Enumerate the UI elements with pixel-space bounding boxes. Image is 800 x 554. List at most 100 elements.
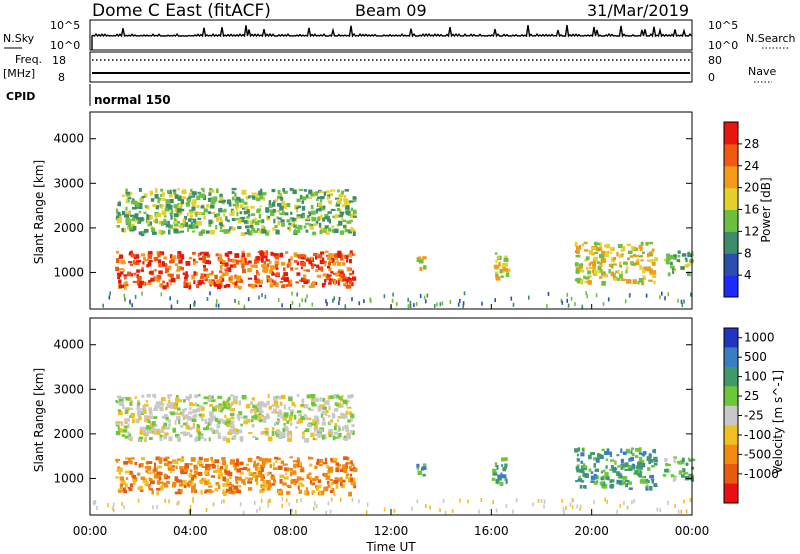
colorbar-segment <box>724 366 738 387</box>
echo-cell <box>142 261 145 265</box>
echo-cell <box>224 252 229 257</box>
echo-cell <box>208 192 212 196</box>
echo-cell <box>146 394 151 398</box>
echo-cell <box>235 481 239 485</box>
echo-cell <box>301 398 305 404</box>
echo-cell <box>685 462 689 466</box>
echo-cell <box>240 416 243 419</box>
echo-cell <box>601 470 605 473</box>
echo-cell <box>297 205 302 209</box>
echo-cell <box>136 405 140 411</box>
echo-cell <box>352 276 357 281</box>
echo-cell <box>246 215 250 219</box>
echo-cell <box>185 261 191 266</box>
echo-cell <box>230 424 235 429</box>
echo-cell <box>173 411 178 416</box>
echo-cell <box>252 219 255 224</box>
echo-cell <box>244 477 250 480</box>
echo-cell <box>119 467 123 473</box>
echo-cell <box>640 259 644 262</box>
echo-cell <box>344 436 348 441</box>
echo-cell <box>622 246 626 251</box>
echo-cell <box>295 510 297 514</box>
echo-cell <box>287 437 292 442</box>
echo-cell <box>117 466 121 470</box>
echo-cell <box>119 401 124 406</box>
echo-cell <box>290 479 296 481</box>
echo-cell <box>417 470 423 475</box>
echo-cell <box>283 425 288 428</box>
echo-cell <box>295 229 301 233</box>
echo-cell <box>259 458 264 461</box>
echo-cell <box>237 476 242 481</box>
echo-cell <box>135 418 140 424</box>
echo-cell <box>300 416 305 420</box>
echo-cell <box>296 394 300 397</box>
echo-cell <box>641 280 645 286</box>
echo-cell <box>261 225 265 230</box>
echo-cell <box>270 251 274 256</box>
echo-cell <box>596 475 599 480</box>
echo-cell <box>349 259 352 264</box>
echo-cell <box>272 462 275 467</box>
echo-cell <box>272 280 277 285</box>
echo-cell <box>123 505 125 510</box>
echo-cell <box>416 463 420 468</box>
echo-cell <box>144 466 149 469</box>
echo-cell <box>602 302 605 307</box>
echo-cell <box>241 250 245 255</box>
echo-cell <box>271 279 274 283</box>
colorbar-tick-label: 500 <box>744 350 767 364</box>
echo-cell <box>242 510 245 515</box>
echo-cell <box>188 426 193 431</box>
echo-cell <box>574 262 579 267</box>
echo-cell <box>137 411 141 417</box>
echo-cell <box>667 292 670 297</box>
echo-cell <box>167 273 173 277</box>
echo-cell <box>214 281 220 285</box>
echo-cell <box>332 215 336 218</box>
echo-cell <box>333 280 337 285</box>
echo-cell <box>594 468 600 472</box>
echo-cell <box>333 431 338 435</box>
echo-cell <box>670 474 675 478</box>
echo-cell <box>680 474 685 478</box>
echo-cell <box>152 204 157 207</box>
echo-cell <box>199 433 204 437</box>
echo-cell <box>665 259 670 265</box>
echo-cell <box>419 266 423 271</box>
echo-cell <box>609 468 613 471</box>
echo-cell <box>206 204 209 208</box>
echo-cell <box>308 407 311 411</box>
echo-cell <box>352 231 356 236</box>
echo-cell <box>277 457 281 461</box>
echo-cell <box>258 213 262 219</box>
echo-cell <box>203 266 206 269</box>
echo-cell <box>328 420 332 424</box>
echo-cell <box>234 429 240 435</box>
echo-cell <box>617 243 623 248</box>
echo-cell <box>351 297 353 302</box>
echo-cell <box>214 405 217 409</box>
echo-cell <box>256 509 258 513</box>
echo-cell <box>616 509 618 514</box>
echo-cell <box>226 402 230 408</box>
echo-cell <box>144 418 147 423</box>
echo-cell <box>109 291 111 296</box>
echo-cell <box>346 434 351 440</box>
echo-cell <box>632 463 636 469</box>
echo-cell <box>234 281 238 286</box>
echo-cell <box>137 276 142 281</box>
echo-cell <box>286 432 290 437</box>
echo-cell <box>623 261 628 265</box>
echo-cell <box>251 283 256 289</box>
echo-cell <box>219 264 223 270</box>
echo-cell <box>176 491 182 495</box>
echo-cell <box>628 293 631 298</box>
echo-cell <box>667 272 671 277</box>
echo-cell <box>194 260 199 264</box>
echo-cell <box>244 207 247 211</box>
echo-cell <box>149 488 153 491</box>
echo-cell <box>651 275 657 278</box>
echo-cell <box>283 423 286 426</box>
